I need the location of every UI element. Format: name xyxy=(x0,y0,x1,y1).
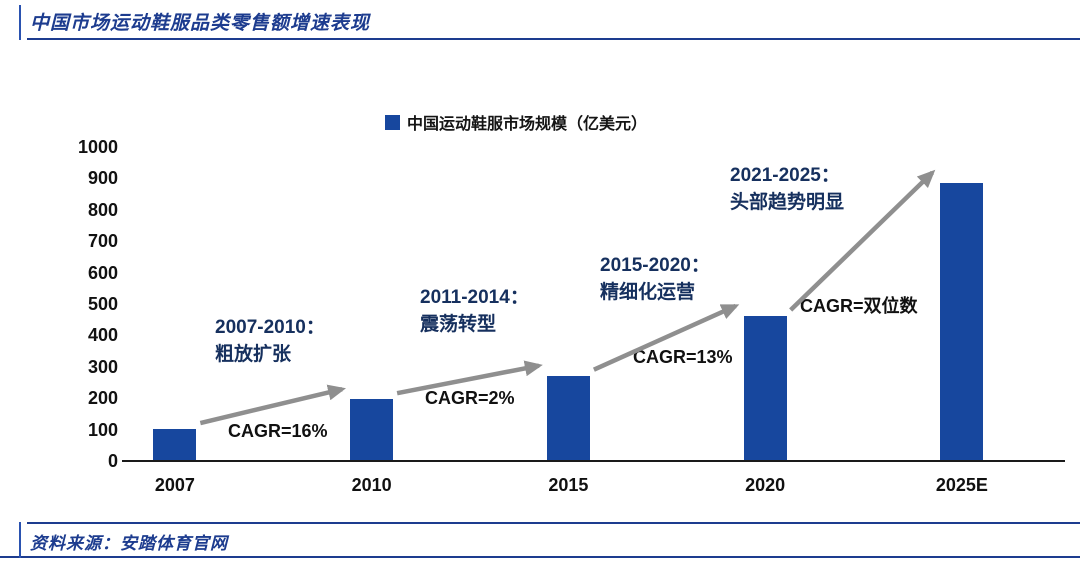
y-axis-tick-label: 100 xyxy=(87,419,118,440)
bar-2025E xyxy=(940,182,984,462)
annotation-period-4: 2021-2025： 头部趋势明显 xyxy=(730,162,844,216)
annotation-period-desc: 粗放扩张 xyxy=(215,344,292,365)
bar-2020 xyxy=(743,315,787,462)
x-axis-label-2025E: 2025E xyxy=(935,475,988,495)
y-axis-tick-label: 400 xyxy=(87,325,118,346)
x-axis-line xyxy=(122,460,1065,462)
y-axis-tick-label: 200 xyxy=(87,388,118,409)
x-axis-label-2010: 2010 xyxy=(351,475,392,495)
annotation-period-1: 2007-2010： 粗放扩张 xyxy=(215,314,325,368)
cagr-label-2: CAGR=2% xyxy=(425,388,515,408)
annotation-period-desc: 精细化运营 xyxy=(600,282,696,303)
source-note: 资料来源：安踏体育官网 xyxy=(30,534,228,553)
y-axis-tick-label: 800 xyxy=(87,199,118,220)
y-axis-tick-label: 700 xyxy=(87,231,118,252)
y-axis-tick-label: 0 xyxy=(107,451,118,471)
annotation-period-range: 2011-2014： xyxy=(420,287,529,308)
left-border-accent-top xyxy=(19,5,21,40)
x-axis-label-2020: 2020 xyxy=(745,475,786,495)
footer-divider-top xyxy=(27,522,1080,524)
y-axis-tick-label: 500 xyxy=(87,294,118,314)
y-axis-tick-label: 600 xyxy=(87,262,118,283)
y-axis-tick-label: 300 xyxy=(87,356,118,377)
y-axis-tick-label: 1000 xyxy=(77,137,118,157)
bar-2015 xyxy=(546,375,590,462)
bar-2007 xyxy=(153,429,197,462)
footer-divider-bottom xyxy=(0,556,1080,558)
annotation-period-range: 2021-2025： xyxy=(730,165,840,186)
chart-legend: 中国运动鞋服市场规模（亿美元） xyxy=(385,110,647,134)
legend-swatch-icon xyxy=(385,114,400,130)
annotation-period-3: 2015-2020： 精细化运营 xyxy=(600,252,710,306)
annotation-period-2: 2011-2014： 震荡转型 xyxy=(420,284,529,338)
annotation-period-desc: 头部趋势明显 xyxy=(730,192,845,213)
cagr-label-1: CAGR=16% xyxy=(228,421,328,441)
header-divider xyxy=(27,38,1080,40)
annotation-period-desc: 震荡转型 xyxy=(420,314,497,335)
bar-2010 xyxy=(350,399,394,462)
annotation-period-range: 2007-2010： xyxy=(215,317,325,338)
left-border-accent-bottom xyxy=(19,522,21,558)
cagr-label-4: CAGR=双位数 xyxy=(800,296,918,316)
y-axis-tick-label: 900 xyxy=(87,168,118,189)
page-title: 中国市场运动鞋服品类零售额增速表现 xyxy=(30,13,371,34)
annotation-period-range: 2015-2020： xyxy=(600,255,710,276)
legend-label: 中国运动鞋服市场规模（亿美元） xyxy=(407,116,648,133)
x-axis-label-2007: 2007 xyxy=(154,475,195,495)
cagr-label-3: CAGR=13% xyxy=(633,347,733,367)
x-axis-label-2015: 2015 xyxy=(548,475,589,495)
